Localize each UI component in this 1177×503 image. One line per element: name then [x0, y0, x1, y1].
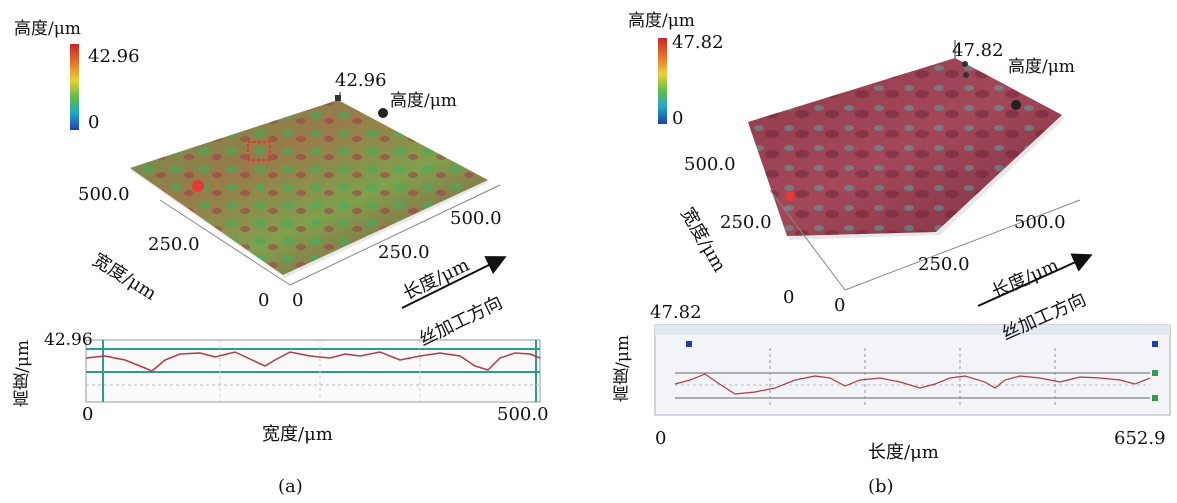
- panel-b-red-dot: [785, 191, 795, 201]
- panel-a-length-tick-500: 500.0: [450, 208, 502, 229]
- panel-a-marker-box: [247, 141, 271, 161]
- panel-a-colorbar-max: 42.96: [88, 46, 140, 67]
- panel-a-direction-arrow: [401, 256, 507, 309]
- panel-b-profile: [654, 324, 1171, 416]
- panel-a-red-dot: [192, 180, 204, 192]
- panel-a-profile-ymax: 42.96: [44, 330, 93, 350]
- panel-b-profile-xmin: 0: [655, 428, 667, 449]
- panel-b-length-tick-0: 0: [834, 295, 846, 316]
- panel-a-profile-xmin: 0: [82, 404, 94, 425]
- panel-b-caption: (b): [868, 476, 894, 497]
- panel-b-profile-ymax: 47.82: [650, 302, 702, 323]
- panel-b-surface: [748, 40, 1081, 291]
- panel-b-colorbar-max: 47.82: [672, 32, 724, 53]
- panel-a-length-tick-250: 250.0: [378, 242, 430, 263]
- panel-a-profile-xmax: 500.0: [497, 404, 549, 425]
- panel-a-colorbar-title: 高度/μm: [14, 19, 81, 39]
- panel-b-colorbar-min: 0: [672, 108, 684, 129]
- panel-a-width-tick-500: 500.0: [78, 184, 130, 205]
- panel-a-caption: (a): [278, 476, 303, 497]
- panel-b-width-tick-0: 0: [783, 287, 795, 308]
- panel-b-direction-arrow: [977, 253, 1093, 307]
- panel-b-peak-value: 47.82: [952, 40, 1004, 61]
- panel-b-z-axis-label: 高度/μm: [1008, 57, 1075, 77]
- panel-a-length-tick-0: 0: [292, 290, 304, 311]
- panel-a-colorbar: [70, 44, 79, 130]
- panel-b-profile-xlabel: 长度/μm: [868, 442, 939, 463]
- panel-a-colorbar-min: 0: [88, 112, 100, 133]
- panel-b-peak-marker: [962, 61, 968, 67]
- panel-a-z-handle: [378, 108, 388, 118]
- panel-a-profile-ylabel: 高度/μm: [13, 340, 33, 407]
- panel-a-peak-marker: [335, 95, 341, 101]
- panel-a-profile-xlabel: 宽度/μm: [262, 424, 333, 445]
- panel-b-colorbar: [658, 38, 667, 124]
- panel-a-z-axis-label: 高度/μm: [390, 91, 457, 111]
- panel-b-length-tick-500: 500.0: [1014, 212, 1066, 233]
- panel-b-width-tick-250: 250.0: [720, 212, 772, 233]
- panel-b-profile-xmax: 652.9: [1114, 428, 1166, 449]
- panel-b-colorbar-title: 高度/μm: [628, 11, 695, 31]
- panel-a-width-tick-250: 250.0: [148, 234, 200, 255]
- panel-a-peak-value: 42.96: [335, 70, 387, 91]
- panel-a-width-tick-0: 0: [258, 290, 270, 311]
- panel-b-length-tick-250: 250.0: [918, 254, 970, 275]
- panel-a-profile: [85, 339, 541, 403]
- panel-b-z-handle: [1011, 100, 1021, 110]
- panel-a-surface: [130, 92, 501, 286]
- panel-b-width-tick-500: 500.0: [684, 154, 736, 175]
- panel-b-profile-ylabel: 高度/μm: [613, 335, 633, 402]
